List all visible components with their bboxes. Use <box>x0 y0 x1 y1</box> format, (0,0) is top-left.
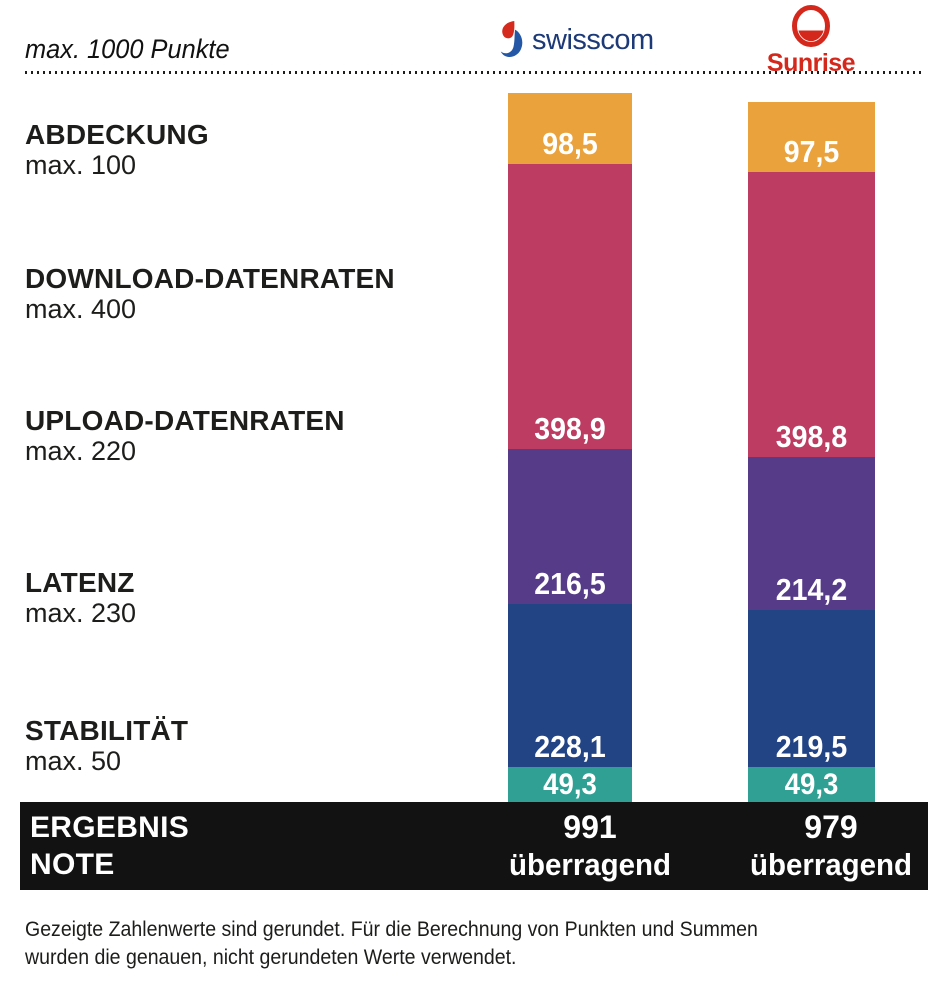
swisscom-wordmark: swisscom <box>532 23 654 56</box>
score-sunrise: 979 <box>804 809 858 845</box>
sunrise-logo: Sunrise <box>766 4 856 78</box>
note-label: NOTE <box>30 848 115 881</box>
segment-value: 97,5 <box>783 133 840 169</box>
segment-value: 398,9 <box>534 410 606 446</box>
category-latenz: LATENZ max. 230 <box>25 567 137 629</box>
segment-value: 216,5 <box>534 565 606 601</box>
stacked-bar-swisscom: 98,5 398,9 216,5 228,1 49,3 <box>508 93 632 802</box>
bar-segment-download-datenraten: 398,8 <box>748 171 875 457</box>
sunrise-sun-icon <box>792 5 830 47</box>
bar-segment-upload-datenraten: 216,5 <box>508 448 632 604</box>
bar-segment-abdeckung: 97,5 <box>748 101 875 172</box>
swisscom-swirl-icon <box>500 20 523 58</box>
category-label: STABILITÄT <box>25 715 189 746</box>
category-label: UPLOAD-DATENRATEN <box>25 405 345 436</box>
category-label: LATENZ <box>25 567 135 598</box>
category-max: max. 400 <box>25 294 137 324</box>
result-band-labels: ERGEBNIS NOTE <box>30 809 189 883</box>
category-label: DOWNLOAD-DATENRATEN <box>25 263 395 294</box>
grade-sunrise: überragend <box>749 847 913 882</box>
segment-value: 49,3 <box>543 768 597 801</box>
category-max: max. 230 <box>25 598 137 628</box>
category-max: max. 50 <box>25 746 122 776</box>
bar-segment-abdeckung: 98,5 <box>508 93 632 164</box>
swisscom-logo: swisscom <box>498 20 654 60</box>
score-swisscom: 991 <box>563 809 617 845</box>
category-upload: UPLOAD-DATENRATEN max. 220 <box>25 405 345 467</box>
segment-value: 98,5 <box>542 125 598 161</box>
segment-value: 49,3 <box>784 768 839 801</box>
footnote-line-1: Gezeigte Zahlenwerte sind gerundet. Für … <box>25 918 758 941</box>
category-abdeckung: ABDECKUNG max. 100 <box>25 119 209 181</box>
bar-segment-download-datenraten: 398,9 <box>508 163 632 449</box>
max-points-label: max. 1000 Punkte <box>25 34 230 64</box>
header-dotted-divider <box>25 71 925 74</box>
result-band: ERGEBNIS NOTE 991 überragend 979 überrag… <box>20 802 928 890</box>
category-label: ABDECKUNG <box>25 119 209 150</box>
category-download: DOWNLOAD-DATENRATEN max. 400 <box>25 263 395 325</box>
grade-swisscom: überragend <box>508 847 672 882</box>
bar-segment-stabilität: 49,3 <box>748 766 875 802</box>
footnote-line-2: wurden die genauen, nicht gerundeten Wer… <box>25 946 517 969</box>
footnote: Gezeigte Zahlenwerte sind gerundet. Für … <box>25 916 758 972</box>
category-max: max. 100 <box>25 150 137 180</box>
category-stabilitaet: STABILITÄT max. 50 <box>25 715 189 777</box>
segment-value: 214,2 <box>775 571 848 607</box>
result-swisscom: 991 überragend <box>495 809 685 883</box>
stacked-bar-sunrise: 97,5 398,8 214,2 219,5 49,3 <box>748 101 875 802</box>
bar-segment-upload-datenraten: 214,2 <box>748 456 875 610</box>
category-max: max. 220 <box>25 436 137 466</box>
bar-segment-stabilität: 49,3 <box>508 766 632 802</box>
segment-value: 219,5 <box>775 728 848 764</box>
ergebnis-label: ERGEBNIS <box>30 811 190 844</box>
bar-segment-latenz: 219,5 <box>748 609 875 767</box>
segment-value: 398,8 <box>775 418 848 454</box>
bar-segment-latenz: 228,1 <box>508 603 632 767</box>
segment-value: 228,1 <box>534 728 606 764</box>
result-sunrise: 979 überragend <box>736 809 926 883</box>
